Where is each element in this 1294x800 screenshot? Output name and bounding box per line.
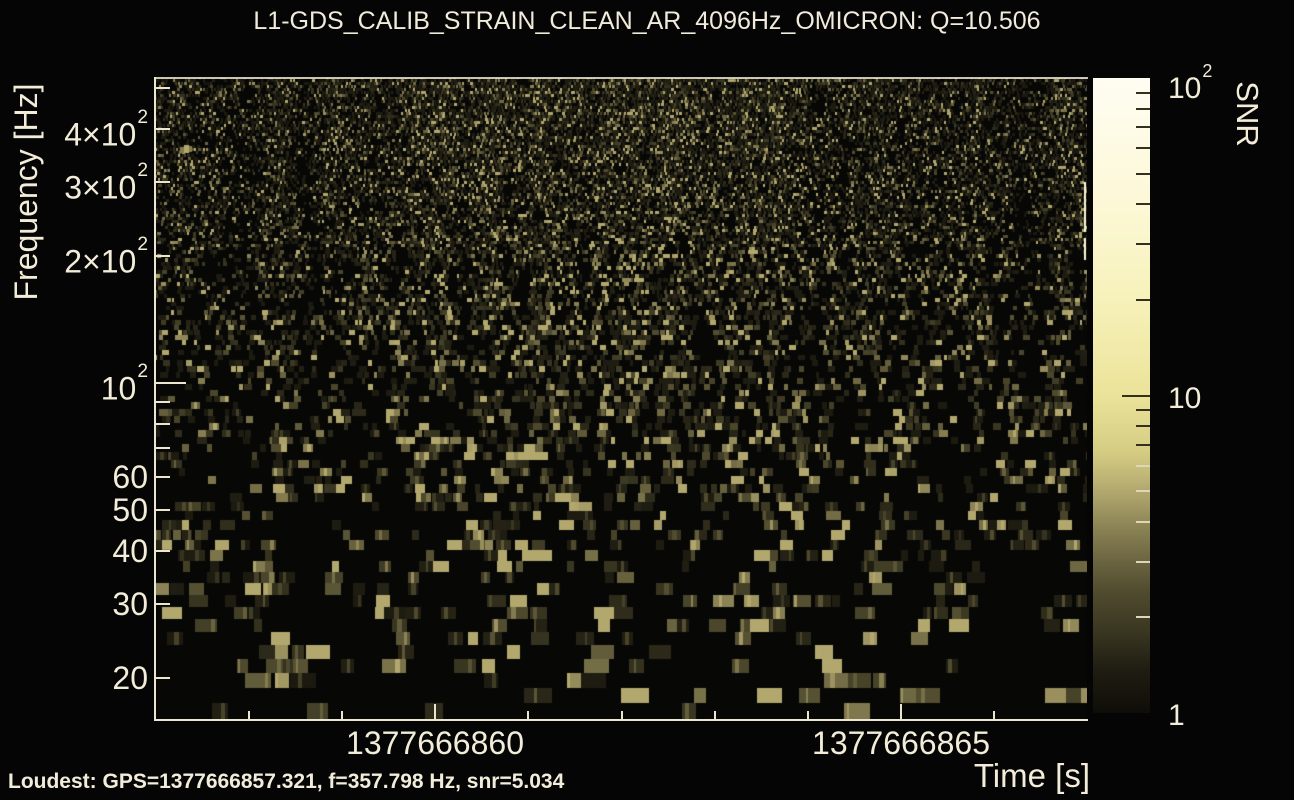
- x-tick-minor: [807, 711, 809, 719]
- colorbar-tick: [1136, 173, 1150, 175]
- plot-frame-bottom: [154, 719, 1088, 721]
- y-tick-label: 60: [112, 459, 148, 495]
- colorbar-tick: [1136, 108, 1150, 110]
- exponent: 2: [137, 160, 148, 182]
- x-tick-minor: [621, 711, 623, 719]
- y-tick-label: 40: [112, 533, 148, 569]
- colorbar-tick: [1136, 521, 1150, 523]
- y-tick: [156, 603, 170, 605]
- colorbar-tick: [1136, 203, 1150, 205]
- exponent: 2: [137, 107, 148, 129]
- y-tick: [156, 181, 170, 183]
- x-tick-minor: [714, 711, 716, 719]
- x-tick-minor: [248, 711, 250, 719]
- colorbar-tick: [1136, 444, 1150, 446]
- x-tick-label: 1377666860: [346, 725, 524, 761]
- y-tick-label: 20: [112, 660, 148, 696]
- y-tick: [156, 677, 170, 679]
- colorbar-title: SNR: [1230, 81, 1265, 147]
- plot-area: [156, 78, 1087, 719]
- colorbar-tick-label: 102: [1168, 61, 1213, 105]
- x-tick-label: 1377666865: [812, 725, 990, 761]
- x-tick-minor: [341, 711, 343, 719]
- x-tick-major: [434, 704, 436, 719]
- spectrogram-canvas: [156, 78, 1087, 719]
- colorbar-tick: [1136, 126, 1150, 128]
- y-tick-label: 3×102: [64, 160, 148, 206]
- exponent: 2: [137, 234, 148, 256]
- colorbar-tick: [1136, 147, 1150, 149]
- x-tick-minor: [993, 711, 995, 719]
- x-tick-minor: [527, 711, 529, 719]
- y-tick: [156, 382, 186, 384]
- y-tick-label: 50: [112, 492, 148, 528]
- y-tick: [156, 401, 170, 403]
- colorbar-tick: [1122, 395, 1150, 397]
- colorbar-tick: [1136, 299, 1150, 301]
- exponent: 2: [137, 361, 148, 383]
- y-tick: [156, 87, 170, 89]
- colorbar-tick: [1136, 616, 1150, 618]
- y-tick: [156, 423, 170, 425]
- colorbar: [1093, 78, 1150, 713]
- y-tick: [156, 255, 170, 257]
- y-tick: [156, 509, 170, 511]
- colorbar-tick: [1136, 425, 1150, 427]
- exponent: 2: [1202, 61, 1213, 82]
- y-tick: [156, 476, 170, 478]
- colorbar-tick-label: 1: [1168, 699, 1185, 732]
- x-tick-major: [900, 704, 902, 719]
- y-tick: [156, 128, 170, 130]
- y-tick-label: 102: [100, 361, 148, 407]
- x-axis-title: Time [s]: [973, 757, 1090, 794]
- plot-frame-left: [154, 77, 156, 720]
- y-tick: [156, 550, 170, 552]
- plot-frame-top: [154, 77, 1088, 79]
- y-tick-label: 4×102: [64, 107, 148, 153]
- colorbar-tick: [1136, 92, 1150, 94]
- colorbar-tick: [1136, 243, 1150, 245]
- colorbar-tick: [1136, 465, 1150, 467]
- colorbar-tick-label: 10: [1168, 382, 1202, 415]
- colorbar-tick: [1136, 561, 1150, 563]
- y-tick: [156, 447, 170, 449]
- colorbar-tick: [1136, 490, 1150, 492]
- loudest-info: Loudest: GPS=1377666857.321, f=357.798 H…: [8, 770, 565, 793]
- colorbar-tick: [1136, 409, 1150, 411]
- y-tick-label: 2×102: [64, 234, 148, 280]
- plot-title: L1-GDS_CALIB_STRAIN_CLEAN_AR_4096Hz_OMIC…: [253, 7, 1041, 35]
- y-tick-label: 30: [112, 586, 148, 622]
